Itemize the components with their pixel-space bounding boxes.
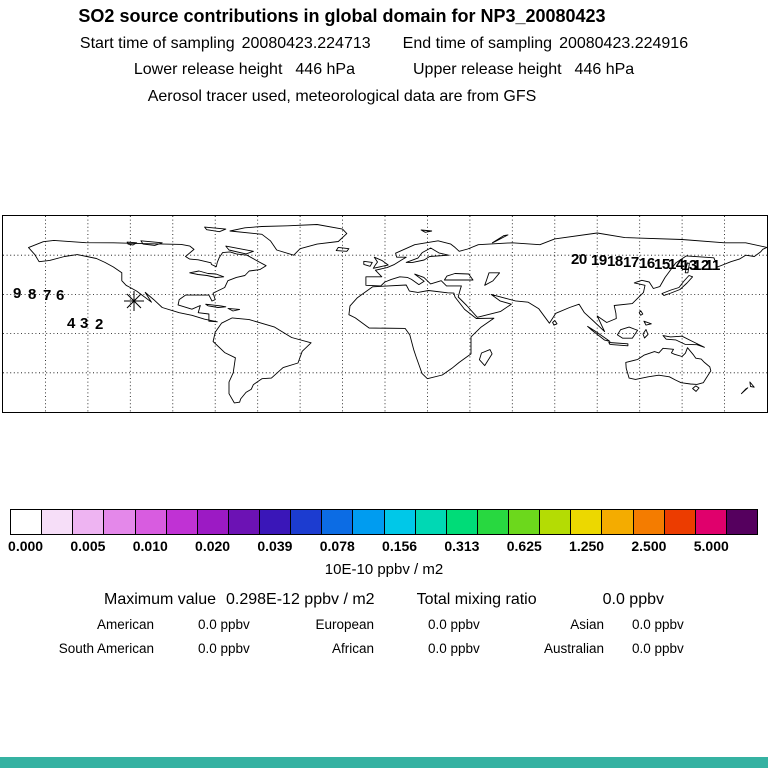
colorbar-cell xyxy=(72,510,104,534)
colorbar-cell xyxy=(383,510,415,534)
summary-line: Maximum value 0.298E-12 ppbv / m2 Total … xyxy=(0,591,768,609)
tracer-note: Aerosol tracer used, meteorological data… xyxy=(0,88,726,106)
upper-release-value: 446 hPa xyxy=(574,61,635,78)
region-value: 0.0 ppbv xyxy=(632,641,684,656)
colorbar-section: 0.000 0.005 0.010 0.020 0.039 0.078 0.156 0.313… xyxy=(8,509,758,578)
sampling-end-value: 20080423.224916 xyxy=(559,35,689,52)
region-grid: American 0.0 ppbv European 0.0 ppbv Asian 0.0… xyxy=(0,617,768,656)
trajectory-hour-label: 12 xyxy=(693,257,709,274)
colorbar-cell xyxy=(11,510,42,534)
plot-title: SO2 source contributions in global domai… xyxy=(78,6,606,26)
footer-colorbar xyxy=(0,757,768,768)
trajectory-hour-label: 6 xyxy=(56,287,64,304)
trajectory-hour-label: 7 xyxy=(43,287,51,304)
colorbar-tick-label: 0.000 xyxy=(8,538,44,554)
colorbar-cell xyxy=(134,510,166,534)
colorbar-cell xyxy=(663,510,695,534)
world-map-svg xyxy=(3,216,767,412)
trajectory-hour-label: 11 xyxy=(705,257,720,274)
colorbar-units: 10E-10 ppbv / m2 xyxy=(324,561,444,578)
colorbar-tick-label: 0.005 xyxy=(70,538,106,554)
colorbar-cell xyxy=(41,510,73,534)
trajectory-hour-label: 15 xyxy=(654,256,670,273)
colorbar-cell xyxy=(694,510,726,534)
trajectory-hour-label: 14 xyxy=(668,256,684,273)
colorbar-tick-label: 0.010 xyxy=(132,538,168,554)
colorbar xyxy=(10,509,758,535)
region-label: American xyxy=(96,617,154,632)
upper-release-height: Upper release height 446 hPa xyxy=(413,61,634,79)
colorbar-cell xyxy=(539,510,571,534)
colorbar-cell xyxy=(508,510,540,534)
region-value: 0.0 ppbv xyxy=(198,641,250,656)
region-value: 0.0 ppbv xyxy=(428,617,480,632)
trajectory-hour-label: 17 xyxy=(623,254,639,271)
upper-release-label: Upper release height xyxy=(413,61,562,78)
colorbar-cell xyxy=(103,510,135,534)
colorbar-tick-label: 0.313 xyxy=(444,538,480,554)
colorbar-ticks: 0.000 0.005 0.010 0.020 0.039 0.078 0.156 0.313… xyxy=(8,538,758,555)
colorbar-tick-label: 0.039 xyxy=(257,538,293,554)
colorbar-cell xyxy=(414,510,446,534)
region-value: 0.0 ppbv xyxy=(198,617,250,632)
world-map-frame: 20 19 18 17 16 15 14 13 12 11 9 8 7 6 4 3 2 xyxy=(2,215,768,413)
region-label: African xyxy=(331,641,374,656)
sampling-start-value: 20080423.224713 xyxy=(241,35,371,52)
trajectory-hour-label: 3 xyxy=(80,315,88,332)
colorbar-cell xyxy=(725,510,757,534)
colorbar-tick-label: 2.500 xyxy=(631,538,667,554)
lower-release-height: Lower release height 446 hPa xyxy=(134,61,355,79)
colorbar-cell xyxy=(445,510,477,534)
trajectory-hour-label: 8 xyxy=(28,286,36,303)
colorbar-cell xyxy=(290,510,322,534)
colorbar-tick-label: 5.000 xyxy=(693,538,729,554)
colorbar-cell xyxy=(196,510,228,534)
trajectory-hour-label: 13 xyxy=(681,257,697,274)
trajectory-hour-label: 9 xyxy=(13,285,21,302)
release-heights-line: Lower release height 446 hPa Upper relea… xyxy=(0,61,768,79)
region-label: Asian xyxy=(570,617,604,632)
trajectory-hour-label: 16 xyxy=(639,255,655,272)
colorbar-cell xyxy=(476,510,508,534)
colorbar-tick-label: 0.020 xyxy=(195,538,231,554)
colorbar-cell xyxy=(352,510,384,534)
sampling-times-line: Start time of sampling 20080423.224713 E… xyxy=(0,35,768,53)
trajectory-hour-label: 19 xyxy=(591,252,607,269)
coastlines xyxy=(28,224,767,404)
colorbar-cell xyxy=(227,510,259,534)
total-mixing-ratio-value: 0.0 ppbv xyxy=(602,591,664,608)
colorbar-tick-label: 0.156 xyxy=(382,538,418,554)
sampling-start: Start time of sampling 20080423.224713 xyxy=(80,35,371,53)
colorbar-cell xyxy=(570,510,602,534)
sampling-end-label: End time of sampling xyxy=(402,35,553,52)
colorbar-tick-label: 0.078 xyxy=(319,538,355,554)
sampling-end: End time of sampling 20080423.224916 xyxy=(403,35,688,53)
trajectory-hour-label: 20 xyxy=(571,251,587,268)
trajectory-hour-label: 18 xyxy=(607,253,623,270)
trajectory-hour-label: 4 xyxy=(67,315,75,332)
region-label: Australian xyxy=(543,641,604,656)
source-marker-star xyxy=(124,291,144,311)
region-value: 0.0 ppbv xyxy=(632,617,684,632)
colorbar-cell xyxy=(259,510,291,534)
map-gridlines xyxy=(3,216,767,412)
tracer-note-text: Aerosol tracer used, meteorological data… xyxy=(147,88,537,105)
colorbar-cell xyxy=(165,510,197,534)
colorbar-cell xyxy=(321,510,353,534)
sampling-start-label: Start time of sampling xyxy=(79,35,235,52)
maximum-value-label: Maximum value xyxy=(103,591,217,608)
colorbar-tick-label: 1.250 xyxy=(569,538,605,554)
maximum-value: 0.298E-12 ppbv / m2 xyxy=(226,591,375,608)
lower-release-value: 446 hPa xyxy=(295,61,355,78)
map-overlay: 20 19 18 17 16 15 14 13 12 11 9 8 7 6 4 3 2 xyxy=(3,216,767,412)
trajectory-hour-label: 2 xyxy=(95,316,103,333)
lower-release-label: Lower release height xyxy=(133,61,283,78)
colorbar-cell xyxy=(632,510,664,534)
region-label: European xyxy=(315,617,374,632)
total-mixing-ratio-label: Total mixing ratio xyxy=(416,591,537,608)
colorbar-cell xyxy=(601,510,633,534)
region-label: South American xyxy=(58,641,154,656)
colorbar-tick-label: 0.625 xyxy=(506,538,542,554)
region-value: 0.0 ppbv xyxy=(428,641,480,656)
